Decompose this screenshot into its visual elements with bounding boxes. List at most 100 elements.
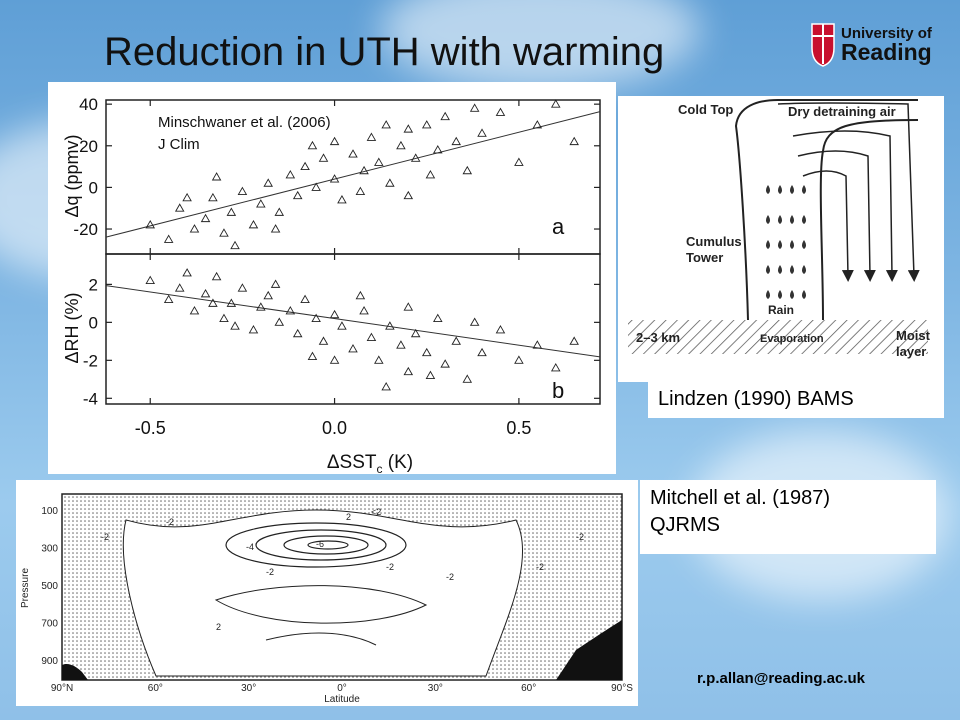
- contour-x-label: Latitude: [324, 694, 360, 705]
- data-point-b: [462, 374, 473, 383]
- data-point-b: [403, 302, 414, 311]
- contour-label: -6: [316, 539, 324, 549]
- data-point-a: [421, 120, 432, 129]
- contour-y-ticks: 100 300 500 700 900: [41, 506, 58, 667]
- data-point-a: [433, 145, 443, 154]
- y-axis-label-b: ΔRH (%): [62, 292, 82, 363]
- data-point-a: [569, 136, 579, 146]
- contour-label: 2: [346, 512, 351, 522]
- data-point-a: [200, 213, 211, 223]
- data-point-b: [145, 275, 156, 285]
- data-point-b: [200, 288, 211, 298]
- raindrop-icon: [802, 290, 806, 299]
- data-point-b: [425, 370, 436, 379]
- contour-x-tick-label: 0°: [337, 683, 347, 694]
- citation-line-1: Minschwaner et al. (2006): [158, 114, 331, 131]
- contour-y-label: Pressure: [20, 568, 31, 608]
- contour-x-tick-label: 90°N: [51, 683, 73, 694]
- raindrop-icon: [778, 185, 782, 194]
- data-point-a: [469, 103, 480, 112]
- data-point-a: [381, 120, 391, 129]
- data-point-b: [433, 313, 443, 323]
- data-point-b: [477, 347, 487, 357]
- moist-layer: [628, 320, 928, 354]
- data-point-b: [285, 306, 296, 315]
- raindrop-icon: [778, 290, 782, 299]
- data-point-a: [359, 165, 369, 175]
- data-point-a: [440, 111, 450, 121]
- y-tick-label-b: 2: [89, 275, 98, 294]
- data-point-a: [263, 178, 273, 187]
- data-point-b: [307, 351, 318, 360]
- label-moist-1: Moist: [896, 328, 931, 343]
- data-point-a: [270, 224, 281, 233]
- data-point-a: [226, 207, 237, 216]
- data-point-a: [451, 136, 461, 146]
- scatter-panel-a: 40 20 0 -20: [73, 95, 601, 255]
- data-point-a: [403, 124, 414, 133]
- data-point-a: [182, 192, 192, 202]
- label-tower-2: Tower: [686, 250, 723, 265]
- data-point-b: [469, 317, 480, 326]
- data-point-b: [270, 279, 281, 288]
- data-point-b: [311, 313, 321, 323]
- topography-south: [556, 620, 622, 680]
- fit-line-a: [105, 111, 601, 238]
- data-point-a: [396, 140, 406, 150]
- contour-label: -2: [166, 517, 174, 527]
- data-point-b: [256, 302, 266, 311]
- fit-line-b: [105, 285, 601, 358]
- data-point-a: [237, 186, 248, 196]
- data-point-a: [366, 132, 377, 141]
- contact-email[interactable]: r.p.allan@reading.ac.uk: [697, 670, 866, 687]
- contour-white-region: [122, 509, 524, 677]
- contour-label: 2: [216, 622, 221, 632]
- contour-ring-2: [255, 529, 387, 561]
- contour-label: -2: [266, 567, 274, 577]
- data-point-a: [410, 153, 421, 162]
- contour-y-tick-label: 700: [41, 619, 58, 630]
- logo-line-2: Reading: [841, 39, 932, 65]
- panel-letter-a: a: [552, 214, 565, 239]
- raindrop-icon: [766, 265, 770, 274]
- panel-letter-b: b: [552, 378, 564, 403]
- data-point-a: [208, 192, 218, 202]
- contour-y-tick-label: 500: [41, 581, 58, 592]
- raindrop-icon: [778, 265, 782, 274]
- contour-ring-4: [307, 540, 349, 550]
- contour-ring-1: [225, 522, 407, 568]
- y-axis-label-a: Δq (ppmv): [62, 134, 82, 217]
- data-point-b: [495, 325, 506, 334]
- y-tick-label-a: 0: [89, 178, 98, 197]
- contour-y-tick-label: 900: [41, 656, 58, 667]
- data-point-b: [385, 321, 395, 330]
- data-point-b: [300, 294, 310, 304]
- data-point-a: [462, 165, 473, 175]
- data-point-b: [366, 332, 377, 341]
- data-point-a: [532, 120, 543, 129]
- y-tick-label-a: 40: [79, 95, 98, 114]
- data-point-a: [163, 234, 174, 243]
- y-tick-label-a: -20: [73, 220, 98, 239]
- raindrop-icon: [766, 290, 770, 299]
- data-point-a: [403, 190, 414, 200]
- contour-ring-5: [214, 585, 428, 624]
- raindrop-icon: [802, 185, 806, 194]
- data-point-a: [307, 140, 318, 150]
- y-tick-label-b: 0: [89, 313, 98, 332]
- data-point-a: [514, 157, 524, 166]
- contour-line-6: [265, 632, 377, 646]
- data-point-b: [263, 290, 273, 300]
- plot-frame-b: [105, 253, 601, 405]
- data-point-b: [396, 340, 406, 349]
- data-point-b: [318, 336, 329, 345]
- contour-label: -2: [386, 562, 394, 572]
- contour-label: -2: [101, 532, 109, 542]
- data-point-a: [477, 128, 487, 137]
- contour-x-tick-label: 60°: [148, 683, 163, 694]
- label-tower-1: Cumulus: [686, 234, 742, 249]
- contour-labels: -2 -2 -4 -6 -2 -2 -2 2 -2 2 <2 -2: [101, 507, 584, 632]
- data-point-a: [374, 157, 384, 166]
- raindrop-icon: [802, 215, 806, 224]
- citation-line-2: J Clim: [158, 136, 200, 153]
